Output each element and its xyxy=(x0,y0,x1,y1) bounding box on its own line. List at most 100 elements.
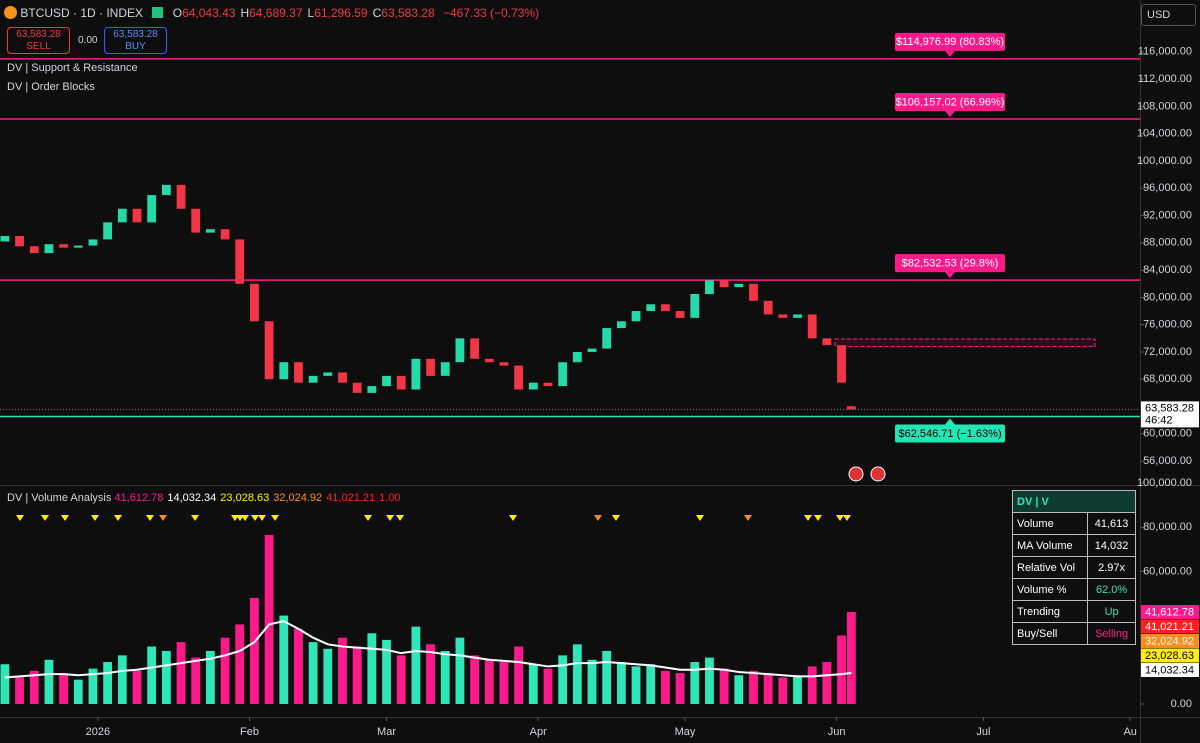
y-tick-label: 104,000.00 xyxy=(1137,128,1192,140)
signal-marker xyxy=(41,515,49,521)
volume-bar xyxy=(279,615,289,704)
volume-bar xyxy=(191,657,201,704)
candle xyxy=(661,304,670,312)
candle xyxy=(235,239,245,284)
volume-bar xyxy=(132,670,142,704)
indicator[interactable]: DV | Order Blocks xyxy=(7,81,95,93)
volume-bar xyxy=(646,664,656,704)
volume-bar xyxy=(470,655,479,704)
order-block xyxy=(834,338,1096,348)
band-label: 41,021.21 xyxy=(1145,621,1194,633)
table-title: DV | V xyxy=(1012,490,1136,513)
band-label-box xyxy=(1141,634,1199,648)
band-label-box xyxy=(1141,619,1199,634)
candle xyxy=(616,321,626,329)
volume-bar xyxy=(528,664,538,704)
candle xyxy=(837,345,846,383)
volume-bar xyxy=(807,666,817,704)
volume-bar xyxy=(661,670,670,704)
volume-bar xyxy=(396,655,406,704)
signal-marker xyxy=(509,515,517,521)
level-label-box xyxy=(895,254,1005,273)
symbol[interactable]: BTCUSD · 1D · INDEX xyxy=(20,6,144,20)
volume-bar xyxy=(484,659,494,704)
buy-button[interactable]: 63,583.28 BUY xyxy=(104,27,167,54)
volume-bar xyxy=(235,624,245,704)
y-tick-label: 100,000.00 xyxy=(1137,477,1192,489)
y-tick-label: 80,000.00 xyxy=(1143,291,1192,303)
y-tick-label: 56,000.00 xyxy=(1143,455,1192,467)
legend-value: 32,024.92 xyxy=(273,492,323,504)
table-value: 2.97x xyxy=(1087,556,1136,579)
volume-table: DV | V Volume 41,613 MA Volume 14,032 Relati… xyxy=(1011,490,1136,645)
ma-line xyxy=(4,620,852,679)
candle xyxy=(749,283,758,301)
y-tick-label: 0.00 xyxy=(1171,698,1192,710)
table-key: Volume % xyxy=(1011,578,1089,601)
candle xyxy=(205,229,215,233)
candle xyxy=(132,208,142,223)
indicator[interactable]: DV | Support & Resistance xyxy=(7,62,138,74)
volume-title: DV | Volume Analysis xyxy=(7,492,112,504)
volume-bar xyxy=(778,677,788,704)
y-tick-label: 112,000.00 xyxy=(1138,73,1192,85)
candle xyxy=(117,208,127,223)
level-label: $82,532.53 (29.8%) xyxy=(902,258,999,270)
signal-marker xyxy=(696,515,704,521)
ohlc-prefix: L xyxy=(307,6,315,20)
band-label: 32,024.92 xyxy=(1145,635,1194,647)
candle xyxy=(499,362,509,366)
y-tick-label: 60,000.00 xyxy=(1143,565,1192,577)
legend-values: 41,612.78 14,032.34 23,028.63 32,024.92 41,0… xyxy=(114,492,404,504)
signal-marker xyxy=(843,515,851,521)
volume-bar xyxy=(15,677,24,704)
level-pointer xyxy=(945,272,955,279)
signal-marker xyxy=(744,515,752,521)
legend-value: 41,612.78 xyxy=(114,492,164,504)
signal-marker xyxy=(146,515,154,521)
signal-marker xyxy=(804,515,812,521)
volume-bar xyxy=(73,679,83,704)
currency[interactable]: USD xyxy=(1141,4,1196,26)
volume-bar xyxy=(264,534,274,704)
candle xyxy=(572,351,582,363)
candle xyxy=(250,283,259,322)
y-tick-label: 100,000.00 xyxy=(1137,155,1192,167)
symbol-row: BTCUSD · 1D · INDEX O64,043.43 H64,689.37… xyxy=(4,6,539,20)
y-tick-label: 92,000.00 xyxy=(1143,209,1192,221)
y-tick-label: 76,000.00 xyxy=(1143,319,1192,331)
volume-bar xyxy=(846,612,856,704)
candle xyxy=(411,358,421,390)
signal-marker xyxy=(386,515,394,521)
table-value: Selling xyxy=(1087,622,1136,645)
candle xyxy=(29,246,39,254)
volume-bar xyxy=(117,655,127,704)
status-icon xyxy=(152,7,164,18)
candle xyxy=(15,236,24,247)
candle xyxy=(587,348,597,352)
volume-bar xyxy=(382,639,391,704)
candle xyxy=(382,375,391,387)
volume-bar xyxy=(161,650,171,704)
volume-bar xyxy=(675,673,685,704)
candle xyxy=(719,280,729,288)
signal-marker xyxy=(258,515,266,521)
table-row: MA Volume 14,032 xyxy=(1011,534,1136,557)
volume-bar xyxy=(103,662,113,704)
volume-bar xyxy=(250,597,259,704)
candle xyxy=(514,365,524,390)
x-tick-label: May xyxy=(675,726,696,738)
candle xyxy=(440,362,450,376)
level-label-box xyxy=(895,424,1005,443)
legend-value: 23,028.63 xyxy=(220,492,270,504)
candle xyxy=(88,239,98,246)
signal-marker xyxy=(594,515,602,521)
table-value: 41,613 xyxy=(1087,512,1136,535)
table-value: Up xyxy=(1087,600,1136,623)
level-label: $62,546.71 (−1.63%) xyxy=(898,428,1001,440)
volume-bar xyxy=(514,646,524,704)
ohlc-prefix: O xyxy=(172,6,183,20)
volume-bar xyxy=(367,633,377,704)
sell-button[interactable]: 63,583.28 SELL xyxy=(7,27,70,54)
candle xyxy=(455,338,465,363)
